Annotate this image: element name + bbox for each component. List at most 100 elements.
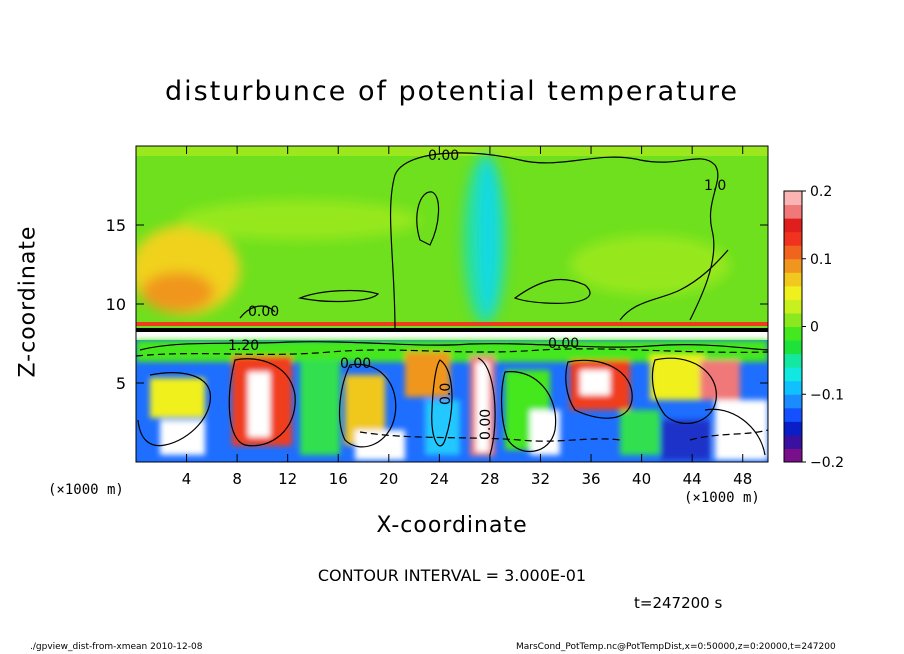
y-axis: 5 10 15 [106, 216, 768, 393]
turb-blob [150, 378, 205, 418]
colorbar-swatch [784, 434, 802, 449]
contour-line [389, 152, 719, 331]
turb-blob [476, 362, 489, 452]
x-tick-label: 16 [329, 470, 348, 488]
contour-line [297, 289, 380, 303]
contour-line [239, 305, 276, 319]
colorbar-swatch [784, 394, 802, 409]
colorbar: 0.2 0.1 0 −0.1 −0.2 [783, 184, 844, 471]
chart-title: disturbunce of potential temperature [165, 76, 739, 107]
light-band [180, 200, 420, 240]
x-tick-label: 32 [531, 470, 550, 488]
turb-blob [136, 340, 768, 362]
contour-line [477, 357, 496, 456]
x-tick-label: 36 [581, 470, 600, 488]
contour-line-dashed [359, 431, 621, 442]
colorbar-tick-label: 0.1 [810, 252, 832, 268]
x-axis-label: X-coordinate [376, 513, 528, 538]
colorbar-swatch [784, 340, 802, 355]
colorbar-swatch [784, 272, 802, 287]
upper-field-top-band [136, 146, 768, 156]
x-tick-label: 20 [379, 470, 398, 488]
inversion-band-red [136, 322, 768, 326]
x-tick-label: 48 [733, 470, 752, 488]
colorbar-swatch [784, 231, 802, 246]
x-tick-label: 24 [430, 470, 449, 488]
contour-line [565, 359, 633, 419]
contour-label: 0.0 [438, 383, 454, 405]
light-band-right [570, 235, 730, 295]
x-tick-label: 40 [632, 470, 651, 488]
turb-blob [300, 360, 340, 455]
x-tick-label: 8 [232, 470, 242, 488]
contour-line [339, 363, 397, 448]
cool-plume-core [479, 155, 497, 315]
turb-blob [248, 372, 270, 437]
turb-blob [715, 400, 768, 460]
x-tick-label: 4 [182, 470, 192, 488]
x-unit-label-right: (×1000 m) [684, 490, 760, 506]
contour-line [431, 359, 453, 447]
contour-label: 0.00 [248, 304, 279, 320]
turb-blob [580, 370, 610, 395]
turb-blob [620, 410, 660, 455]
colorbar-swatch [784, 326, 802, 341]
contour-line [704, 408, 766, 456]
colorbar-tick-label: −0.1 [810, 387, 844, 403]
contour-line-dashed [689, 429, 768, 441]
contour-interval-label: CONTOUR INTERVAL = 3.000E-01 [317, 566, 587, 585]
footer-left: ./gpview_dist-from-xmean 2010-12-08 [30, 642, 203, 652]
contour-line [513, 278, 591, 304]
contour-line [228, 358, 296, 447]
colorbar-swatch [784, 204, 802, 219]
colorbar-tick-label: 0 [810, 320, 819, 336]
warm-anomaly-core [142, 272, 214, 312]
x-axis: 4 8 12 16 20 24 28 32 36 40 44 48 [182, 146, 752, 488]
colorbar-tick-label: −0.2 [810, 455, 844, 471]
turb-blob [425, 400, 460, 455]
y-tick-label: 15 [106, 216, 126, 235]
y-tick-label: 10 [106, 295, 126, 314]
colorbar-swatch [784, 218, 802, 233]
y-axis-label: Z-coordinate [15, 225, 41, 378]
colorbar-swatch [784, 285, 802, 300]
contour-label: 0.00 [478, 409, 494, 440]
turb-blob [660, 420, 710, 460]
colorbar-swatch [784, 245, 802, 260]
colorbar-swatch [784, 312, 802, 327]
contour-line [139, 341, 768, 351]
x-tick-label: 44 [683, 470, 702, 488]
colorbar-swatch [784, 191, 802, 206]
contour-line [619, 249, 729, 321]
contour-line [416, 191, 440, 246]
contour-line [651, 357, 717, 424]
contour-label: 1.0 [704, 178, 726, 194]
x-tick-label: 12 [278, 470, 297, 488]
contour-line [137, 372, 211, 447]
footer-right: MarsCond_PotTemp.nc@PotTempDist,x=0:5000… [516, 642, 836, 652]
plot-area: 0.00 0.00 0.00 0.00 0.00 1.20 0.0 1.0 [136, 146, 768, 462]
colorbar-swatch [784, 421, 802, 436]
contour-label: 1.20 [228, 338, 259, 354]
colorbar-swatch [784, 299, 802, 314]
colorbar-swatch [784, 258, 802, 273]
colorbar-swatch [784, 380, 802, 395]
contour-line [500, 371, 557, 453]
x-unit-label-left: (×1000 m) [48, 482, 124, 498]
contour-line-dashed [136, 348, 768, 357]
turb-blob [355, 430, 405, 460]
colorbar-tick-label: 0.2 [810, 184, 832, 200]
colorbar-swatch [784, 367, 802, 382]
colorbar-swatch [784, 407, 802, 422]
x-tick-label: 28 [480, 470, 499, 488]
contour-label: 0.00 [548, 336, 579, 352]
y-tick-label: 5 [116, 374, 126, 393]
colorbar-swatch [784, 353, 802, 368]
time-label: t=247200 s [634, 594, 723, 612]
contour-label: 0.00 [340, 356, 371, 372]
colorbar-swatch [784, 448, 802, 463]
turb-blob [405, 352, 450, 397]
inversion-band-black [136, 328, 768, 332]
